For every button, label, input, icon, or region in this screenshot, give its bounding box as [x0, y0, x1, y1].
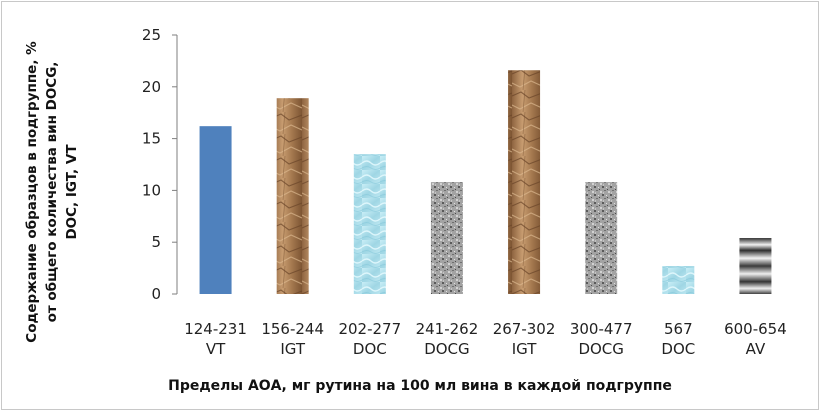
x-tick-label: 600-654 AV [724, 320, 787, 358]
x-tick-label: 567 DOC [661, 320, 695, 358]
x-tick-label: 202-277 DOC [338, 320, 401, 358]
x-tick-label-line: 267-302 [493, 320, 556, 338]
x-tick-label-line: 241-262 [416, 320, 479, 338]
x-tick-label-line: 124-231 [184, 320, 247, 338]
x-tick-label: 267-302 IGT [493, 320, 556, 358]
bar-8 [739, 238, 772, 294]
x-tick-label-line: 300-477 [570, 320, 633, 338]
x-tick-label-line: AV [746, 340, 766, 358]
x-axis-title: Пределы АОА, мг рутина на 100 мл вина в … [168, 378, 672, 394]
x-tick-label-line: 156-244 [261, 320, 324, 338]
x-tick-label: 241-262 DOCG [416, 320, 479, 358]
x-tick-label-line: IGT [512, 340, 538, 358]
y-tick-label: 10 [142, 181, 161, 199]
y-axis-title-line-3: DOC, IGT, VT [64, 144, 80, 240]
y-tick-label: 25 [142, 26, 161, 44]
bar-3 [353, 154, 386, 294]
x-tick-label: 156-244 IGT [261, 320, 324, 358]
bar-4 [430, 182, 463, 294]
y-axis-ticks: 0 5 10 15 20 25 [142, 26, 177, 303]
y-axis-title: Содержание образцов в подгруппе, % от об… [24, 41, 80, 343]
bar-6 [585, 182, 618, 294]
bar-5 [508, 70, 541, 294]
y-axis-title-line-2: от общего количества вин DOCG, [44, 62, 60, 323]
x-tick-label: 124-231 VT [184, 320, 247, 358]
x-tick-label-line: 567 [664, 320, 693, 338]
bar-2 [276, 98, 309, 294]
x-tick-label-line: 600-654 [724, 320, 787, 338]
x-axis-ticks: 124-231 VT 156-244 IGT 202-277 DOC 241-262 DOCG… [184, 320, 787, 358]
bar-7 [662, 266, 695, 294]
x-tick-label-line: VT [206, 340, 226, 358]
y-tick-label: 20 [142, 78, 161, 96]
x-tick-label-line: DOCG [578, 340, 623, 358]
x-tick-label-line: DOC [353, 340, 387, 358]
y-tick-label: 15 [142, 130, 161, 148]
y-tick-label: 5 [151, 233, 161, 251]
y-axis-title-line-1: Содержание образцов в подгруппе, % [24, 41, 40, 343]
x-tick-label: 300-477 DOCG [570, 320, 633, 358]
bar-1 [199, 126, 232, 294]
x-tick-label-line: DOCG [424, 340, 469, 358]
x-tick-label-line: 202-277 [338, 320, 401, 338]
x-tick-label-line: DOC [661, 340, 695, 358]
bars [199, 70, 772, 294]
x-tick-label-line: IGT [280, 340, 306, 358]
y-tick-label: 0 [151, 285, 161, 303]
